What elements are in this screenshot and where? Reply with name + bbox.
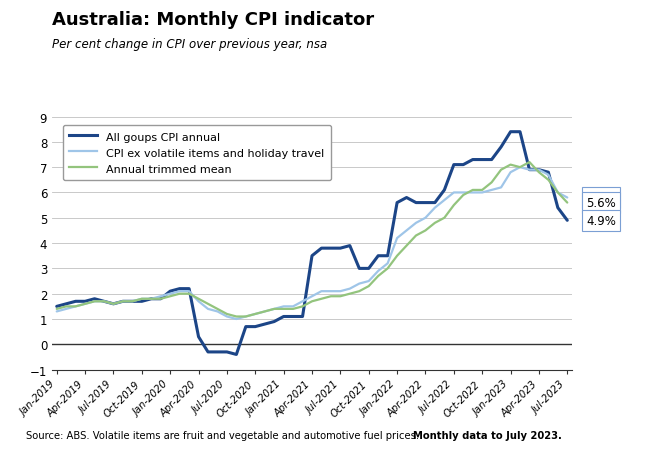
Text: 5.8%: 5.8% xyxy=(586,192,616,205)
Text: 4.9%: 4.9% xyxy=(586,214,616,227)
Text: Source: ABS. Volatile items are fruit and vegetable and automotive fuel prices.: Source: ABS. Volatile items are fruit an… xyxy=(26,430,425,440)
Text: Monthly data to July 2023.: Monthly data to July 2023. xyxy=(413,430,562,440)
Text: Australia: Monthly CPI indicator: Australia: Monthly CPI indicator xyxy=(52,11,374,29)
Text: 5.6%: 5.6% xyxy=(586,197,616,210)
Text: Per cent change in CPI over previous year, nsa: Per cent change in CPI over previous yea… xyxy=(52,38,327,51)
Legend: All goups CPI annual, CPI ex volatile items and holiday travel, Annual trimmed m: All goups CPI annual, CPI ex volatile it… xyxy=(63,125,331,181)
